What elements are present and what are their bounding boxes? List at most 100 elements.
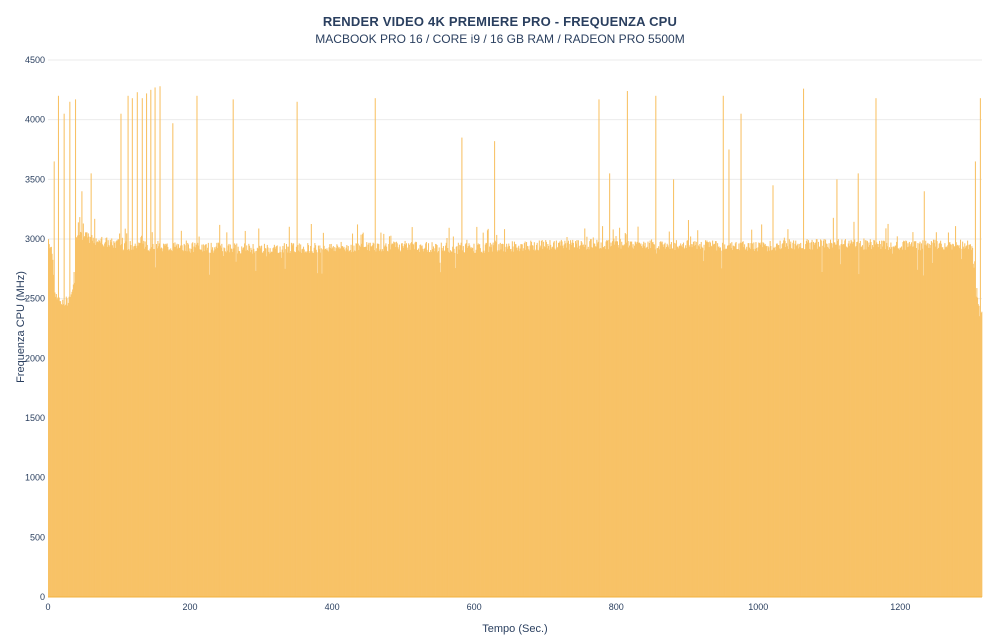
bar — [922, 240, 924, 598]
bar — [73, 272, 75, 597]
bar — [555, 240, 557, 597]
bar — [538, 240, 540, 598]
bar — [271, 251, 273, 598]
bar — [344, 249, 346, 598]
bar — [195, 244, 197, 597]
bar — [302, 248, 304, 598]
bar — [685, 248, 687, 598]
bar — [254, 251, 256, 597]
bar — [553, 241, 555, 597]
bar — [214, 249, 216, 597]
bar — [209, 252, 211, 598]
bar — [419, 244, 421, 598]
bar — [887, 223, 889, 597]
bar — [403, 244, 405, 598]
bar — [337, 248, 339, 597]
bar — [409, 249, 411, 597]
bar — [722, 95, 724, 598]
bar — [462, 250, 464, 597]
bar — [587, 248, 589, 597]
bar — [278, 252, 280, 597]
bar — [846, 247, 848, 597]
bar — [649, 240, 651, 597]
bar — [810, 242, 812, 597]
bar — [146, 93, 148, 597]
bar — [691, 247, 693, 597]
bar — [526, 242, 528, 598]
bar — [373, 243, 375, 597]
bar — [70, 294, 72, 597]
bar — [452, 236, 454, 597]
bar — [577, 240, 579, 597]
bar — [532, 245, 534, 597]
bar — [367, 244, 369, 597]
bar — [530, 240, 532, 597]
bar — [557, 246, 559, 597]
bar — [610, 242, 612, 597]
bar — [52, 274, 55, 597]
bar — [713, 243, 715, 597]
bar — [762, 242, 764, 598]
bar — [727, 245, 729, 598]
bar — [837, 240, 839, 598]
bar — [182, 250, 184, 597]
bar — [940, 240, 942, 597]
bar — [467, 246, 469, 597]
bar — [538, 250, 540, 597]
bar — [728, 149, 730, 597]
bar — [780, 249, 782, 598]
bar — [568, 249, 570, 598]
bar — [783, 240, 785, 597]
bar — [385, 243, 387, 597]
bar — [266, 244, 268, 598]
bar — [86, 232, 88, 597]
bar — [410, 243, 412, 597]
bar — [979, 98, 981, 597]
bar — [99, 240, 101, 597]
bar — [666, 243, 668, 597]
bar — [78, 234, 80, 597]
bar — [504, 251, 506, 598]
bar — [223, 247, 225, 597]
bar — [393, 242, 395, 598]
bar — [139, 242, 141, 597]
bar — [338, 247, 340, 597]
bar — [421, 245, 423, 597]
bar — [518, 251, 520, 597]
bar — [932, 262, 934, 597]
bar — [607, 249, 609, 597]
bar — [950, 244, 952, 597]
bar — [133, 246, 135, 597]
bar — [937, 247, 940, 597]
bar — [756, 251, 758, 597]
bar — [405, 243, 408, 598]
bar — [244, 230, 246, 597]
bar — [430, 251, 432, 598]
bar — [211, 249, 213, 598]
bar — [653, 244, 655, 597]
bar — [670, 242, 672, 597]
bar — [612, 229, 614, 597]
bar — [540, 241, 542, 597]
bar — [366, 242, 368, 598]
bar — [64, 305, 66, 597]
bar — [334, 251, 337, 597]
bar — [403, 247, 405, 597]
bar — [159, 86, 161, 597]
bar — [99, 242, 101, 597]
bar — [151, 232, 153, 597]
bar — [876, 242, 878, 597]
bar — [542, 248, 544, 597]
bar — [907, 243, 909, 597]
bar — [190, 252, 192, 597]
bar — [459, 244, 461, 597]
bar — [187, 244, 189, 597]
y-tick-label: 3500 — [25, 174, 45, 184]
bar — [664, 242, 666, 597]
bar — [478, 244, 480, 597]
bar — [946, 247, 948, 597]
bar — [124, 243, 126, 598]
bar — [463, 251, 465, 598]
bar — [156, 248, 158, 597]
bar — [374, 250, 376, 598]
